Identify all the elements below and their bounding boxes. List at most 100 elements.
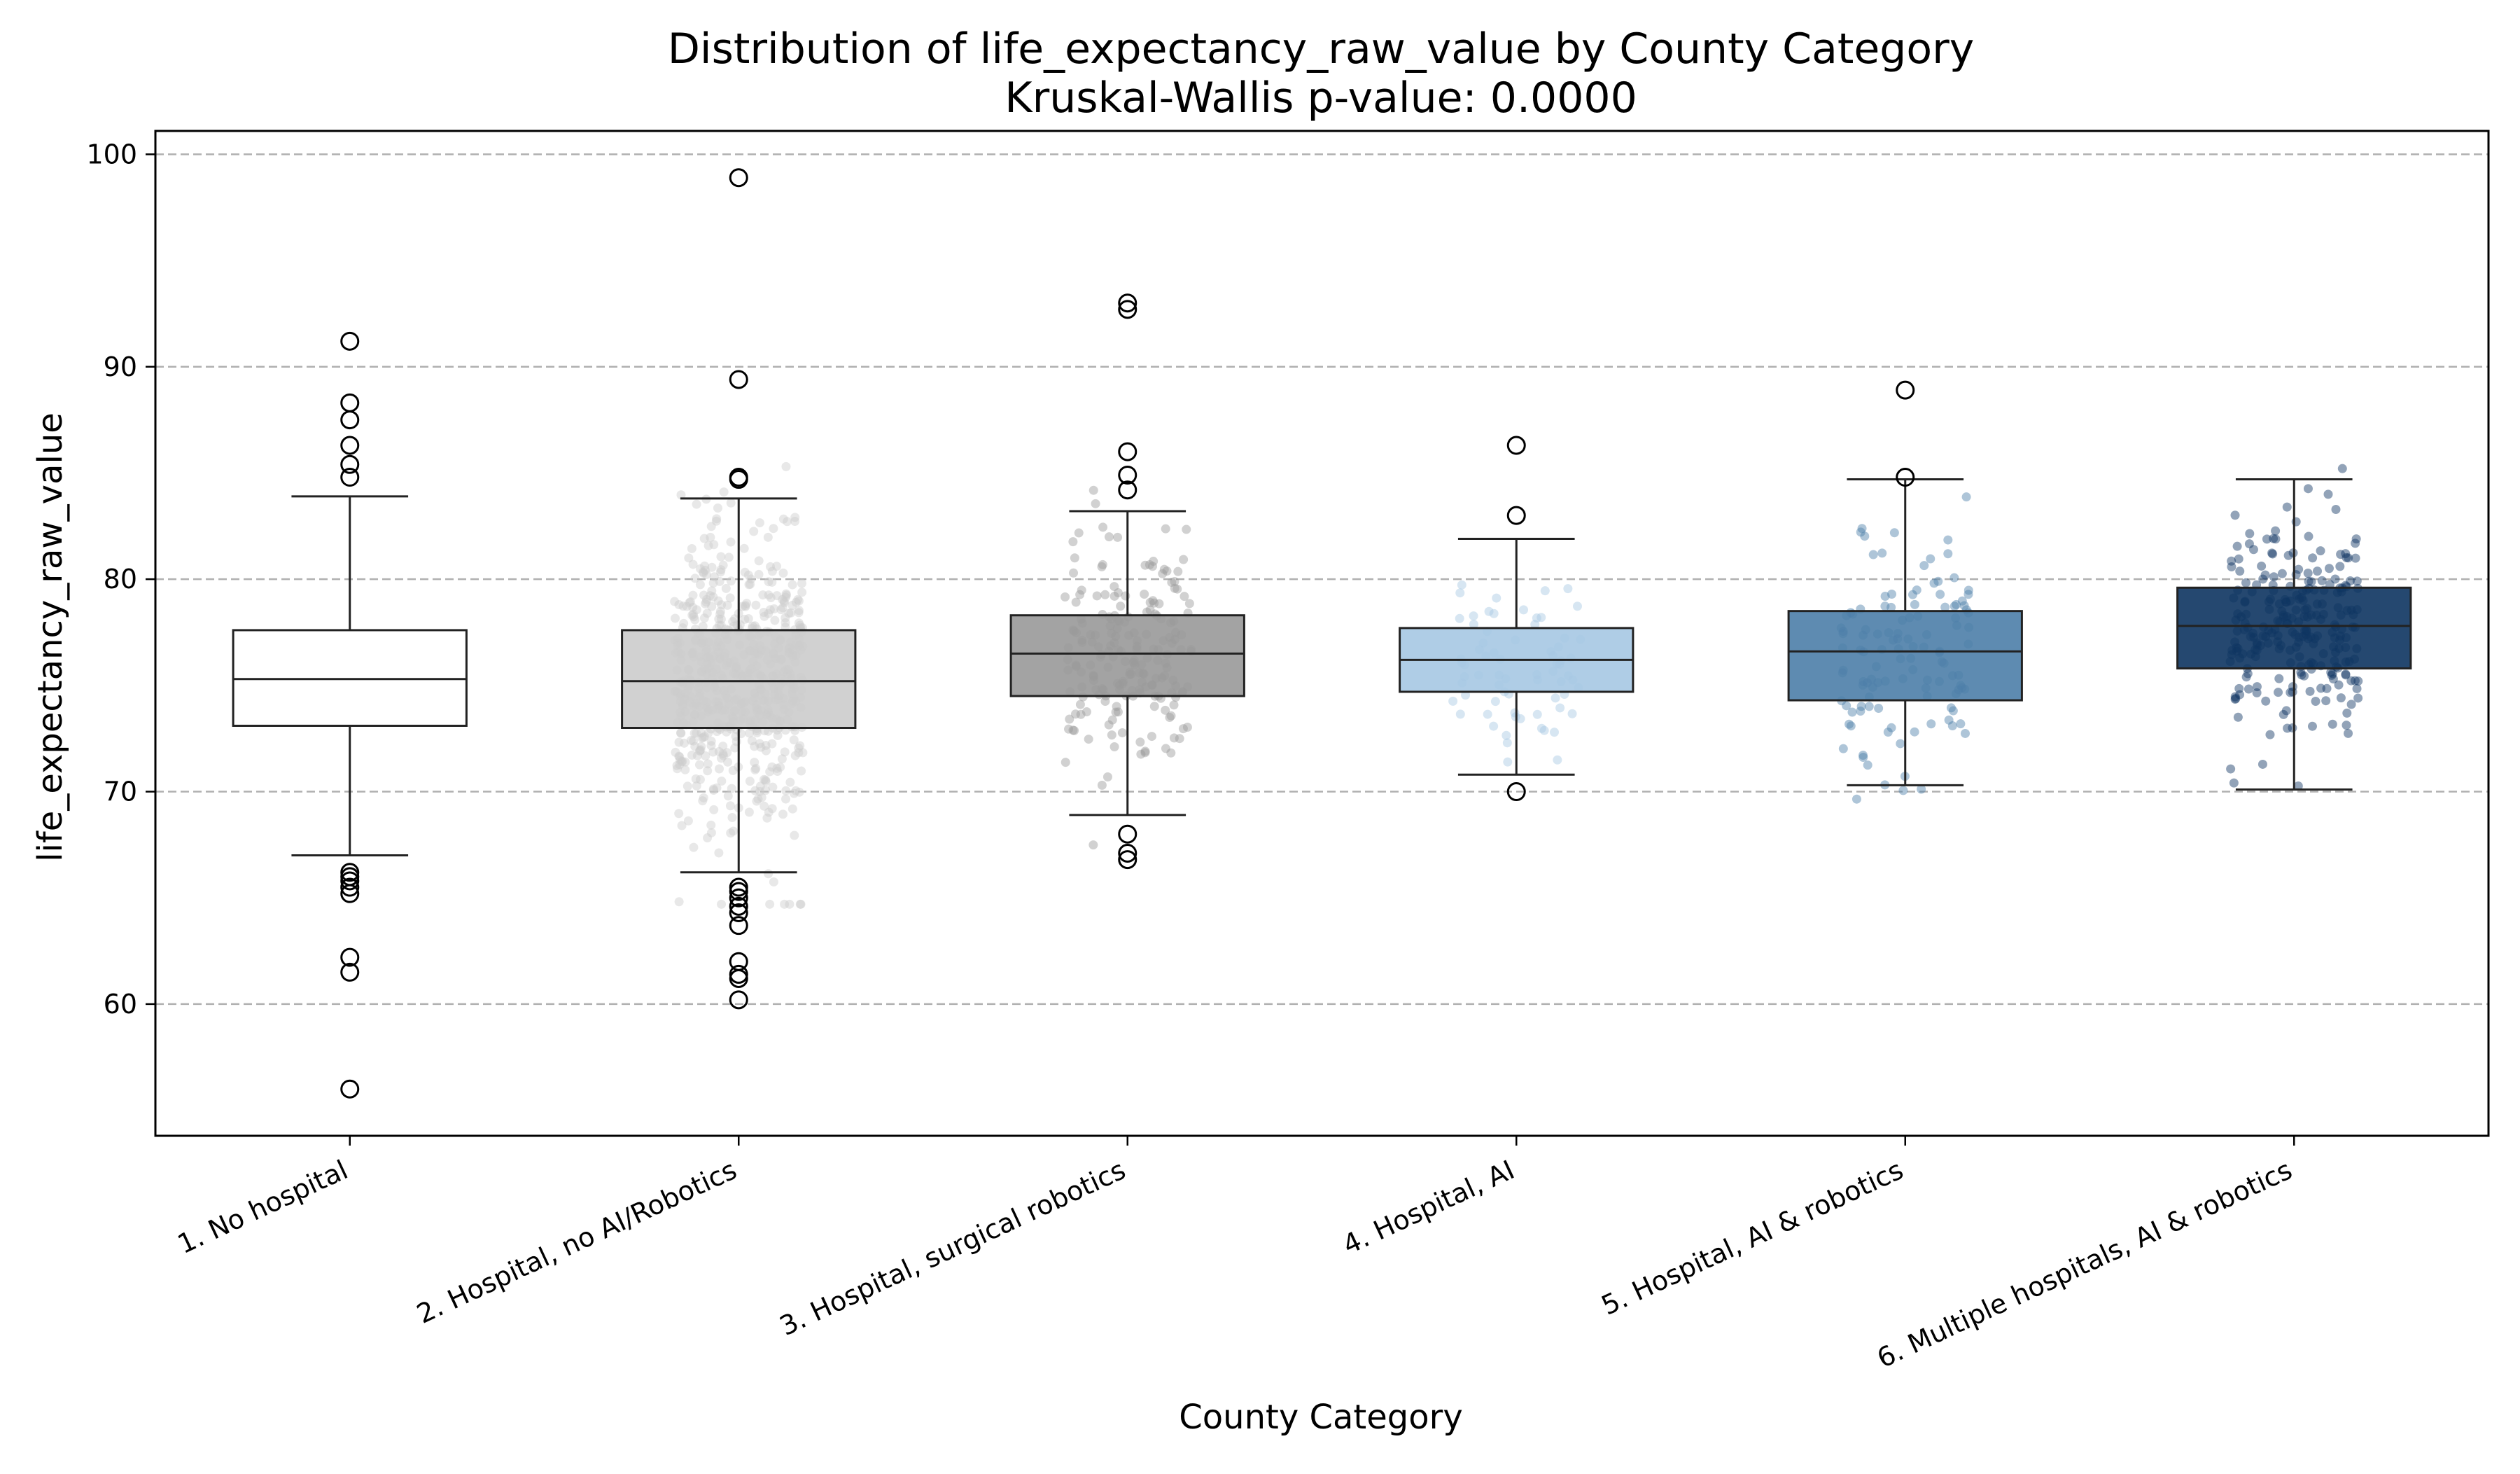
strip-point bbox=[2307, 721, 2317, 731]
strip-point bbox=[671, 747, 680, 757]
strip-point bbox=[2274, 688, 2283, 697]
strip-point bbox=[791, 786, 801, 795]
strip-point bbox=[742, 599, 752, 609]
strip-point bbox=[2323, 489, 2333, 499]
strip-point bbox=[1943, 549, 1953, 559]
strip-point bbox=[794, 608, 804, 618]
strip-point bbox=[1886, 723, 1896, 732]
strip-point bbox=[2252, 688, 2262, 697]
strip-point bbox=[1069, 568, 1079, 578]
strip-point bbox=[1154, 599, 1164, 609]
strip-point bbox=[1536, 613, 1546, 623]
strip-point bbox=[1549, 728, 1559, 737]
strip-point bbox=[769, 604, 779, 614]
strip-point bbox=[2342, 721, 2351, 730]
strip-point bbox=[772, 763, 782, 773]
strip-point bbox=[1519, 605, 1529, 615]
x-axis-label: County Category bbox=[1179, 1398, 1462, 1437]
strip-point bbox=[2344, 728, 2353, 738]
strip-point bbox=[1963, 590, 1973, 599]
strip-point bbox=[2353, 676, 2363, 686]
strip-point bbox=[750, 786, 760, 795]
strip-point bbox=[2352, 683, 2362, 693]
strip-point bbox=[701, 570, 711, 580]
strip-point bbox=[2306, 577, 2316, 587]
strip-point bbox=[2304, 531, 2314, 541]
strip-point bbox=[718, 749, 728, 758]
outlier-point bbox=[729, 470, 748, 489]
strip-point bbox=[2317, 576, 2327, 585]
strip-point bbox=[1917, 784, 1926, 794]
strip-point bbox=[715, 606, 725, 616]
outlier-point bbox=[1118, 465, 1138, 485]
strip-point bbox=[1880, 602, 1890, 611]
box bbox=[232, 629, 468, 727]
strip-point bbox=[726, 576, 736, 586]
strip-point bbox=[716, 552, 726, 562]
strip-point bbox=[767, 566, 777, 576]
strip-point bbox=[2324, 564, 2334, 573]
strip-point bbox=[1065, 714, 1074, 724]
strip-point bbox=[1455, 588, 1465, 598]
strip-point bbox=[696, 742, 706, 751]
strip-point bbox=[723, 757, 733, 767]
strip-point bbox=[1886, 602, 1896, 612]
strip-point bbox=[730, 614, 740, 624]
strip-point bbox=[721, 583, 731, 593]
strip-point bbox=[708, 747, 718, 757]
strip-point bbox=[776, 763, 785, 772]
strip-point bbox=[2328, 719, 2337, 729]
strip-point bbox=[2232, 541, 2242, 551]
strip-point bbox=[1113, 707, 1123, 717]
strip-point bbox=[1877, 548, 1887, 558]
box bbox=[2176, 586, 2412, 670]
strip-point bbox=[2346, 700, 2356, 709]
y-tick-label: 60 bbox=[104, 989, 137, 1020]
strip-point bbox=[1149, 702, 1159, 711]
strip-point bbox=[2322, 683, 2332, 693]
strip-point bbox=[685, 598, 694, 608]
strip-point bbox=[1860, 531, 1870, 541]
outlier-point bbox=[340, 962, 360, 982]
strip-point bbox=[1166, 711, 1176, 721]
strip-point bbox=[2304, 576, 2314, 586]
strip-point bbox=[760, 801, 769, 811]
box-group bbox=[1787, 380, 2023, 804]
y-tick-label: 70 bbox=[104, 777, 137, 807]
strip-point bbox=[780, 613, 790, 623]
strip-point bbox=[1532, 709, 1542, 719]
strip-point bbox=[767, 804, 777, 814]
strip-point bbox=[1550, 693, 1560, 703]
strip-point bbox=[1864, 702, 1874, 711]
strip-point bbox=[750, 765, 760, 774]
outlier-point bbox=[1118, 824, 1138, 844]
strip-point bbox=[708, 592, 718, 602]
strip-point bbox=[1068, 725, 1078, 735]
strip-point bbox=[1539, 725, 1549, 735]
strip-point bbox=[699, 569, 708, 578]
strip-point bbox=[715, 576, 724, 586]
strip-point bbox=[1510, 708, 1520, 718]
strip-point bbox=[1842, 701, 1851, 711]
strip-point bbox=[2271, 526, 2281, 536]
strip-point bbox=[675, 752, 685, 762]
strip-point bbox=[781, 589, 791, 599]
plot-area: 60 70 80 90 100 1. No hospital 2. Hospital, no… bbox=[86, 130, 2490, 1374]
strip-point bbox=[699, 793, 708, 802]
y-axis-label: life_expectancy_raw_value bbox=[31, 412, 70, 862]
strip-point bbox=[753, 794, 763, 804]
strip-point bbox=[1956, 719, 1966, 729]
strip-point bbox=[1149, 598, 1159, 608]
strip-point bbox=[694, 760, 704, 770]
outlier-point bbox=[729, 896, 748, 916]
outlier-point bbox=[729, 990, 748, 1010]
strip-point bbox=[759, 774, 769, 784]
strip-point bbox=[767, 762, 777, 772]
strip-point bbox=[1898, 786, 1908, 795]
strip-point bbox=[2296, 667, 2306, 677]
strip-point bbox=[2305, 686, 2315, 696]
strip-point bbox=[705, 591, 715, 601]
strip-point bbox=[763, 532, 773, 542]
strip-point bbox=[1949, 602, 1959, 611]
strip-point bbox=[1940, 602, 1950, 612]
